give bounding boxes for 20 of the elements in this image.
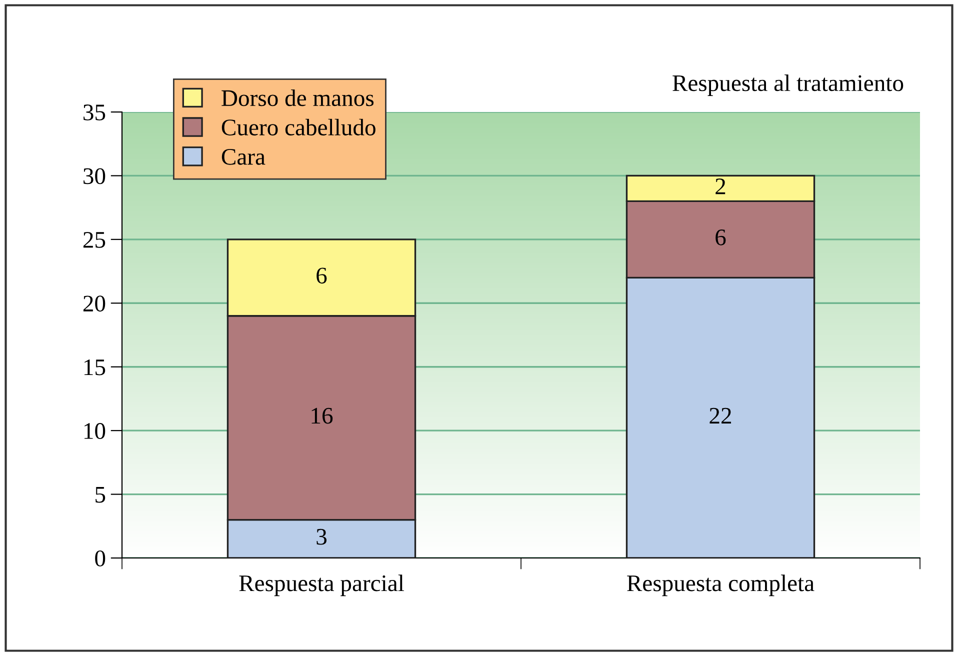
chart-title: Respuesta al tratamiento	[672, 74, 904, 96]
legend-label: Dorso de manos	[222, 90, 374, 106]
y-tick-label: 10	[84, 423, 106, 439]
x-tick-label: Respuesta parcial	[239, 574, 404, 596]
data-label: 3	[316, 528, 326, 545]
y-tick-label: 15	[84, 359, 106, 376]
data-label: 16	[312, 408, 333, 424]
data-label: 6	[716, 229, 726, 246]
y-tick-label: 35	[84, 104, 106, 120]
data-label: 6	[316, 268, 327, 284]
data-label: 2	[716, 178, 726, 194]
x-tick-label: Respuesta completa	[627, 574, 814, 596]
y-tick-label: 0	[95, 550, 106, 566]
y-tick-label: 25	[83, 232, 106, 248]
legend-label: Cuero cabelludo	[222, 118, 376, 136]
y-tick-label: 5	[96, 487, 106, 503]
y-tick-label: 20	[83, 296, 106, 312]
data-label: 22	[710, 408, 732, 424]
legend-label: Cara	[222, 148, 266, 165]
y-tick-label: 30	[84, 168, 106, 184]
